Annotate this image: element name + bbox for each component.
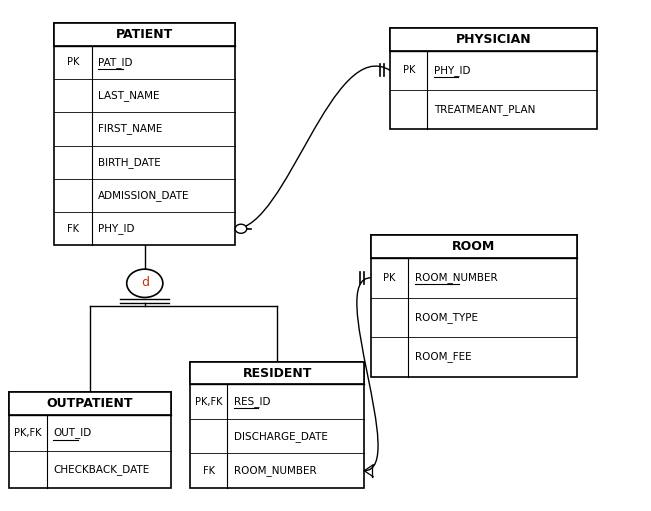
FancyBboxPatch shape (370, 235, 577, 258)
FancyBboxPatch shape (390, 28, 596, 129)
Circle shape (127, 269, 163, 297)
Text: PK: PK (383, 273, 396, 283)
Text: TREATMEANT_PLAN: TREATMEANT_PLAN (434, 104, 535, 115)
Text: PATIENT: PATIENT (116, 28, 173, 41)
Text: BIRTH_DATE: BIRTH_DATE (98, 157, 161, 168)
Text: ADMISSION_DATE: ADMISSION_DATE (98, 190, 190, 201)
Text: OUT_ID: OUT_ID (53, 428, 91, 438)
Text: PHY_ID: PHY_ID (434, 65, 471, 76)
Text: FK: FK (202, 466, 215, 476)
Text: RESIDENT: RESIDENT (242, 366, 312, 380)
FancyBboxPatch shape (55, 23, 235, 46)
FancyBboxPatch shape (370, 235, 577, 377)
Text: CHECKBACK_DATE: CHECKBACK_DATE (53, 464, 149, 475)
Text: ROOM_NUMBER: ROOM_NUMBER (234, 466, 316, 476)
Text: PHY_ID: PHY_ID (98, 223, 135, 234)
FancyBboxPatch shape (9, 392, 171, 488)
Text: PK: PK (67, 57, 79, 67)
Text: d: d (141, 276, 149, 289)
FancyBboxPatch shape (190, 362, 364, 384)
Text: FK: FK (67, 224, 79, 234)
Circle shape (235, 224, 247, 234)
FancyBboxPatch shape (190, 362, 364, 488)
Text: ROOM: ROOM (452, 240, 495, 253)
Text: DISCHARGE_DATE: DISCHARGE_DATE (234, 431, 327, 442)
Text: ROOM_NUMBER: ROOM_NUMBER (415, 272, 497, 283)
Text: ROOM_FEE: ROOM_FEE (415, 352, 471, 362)
Text: LAST_NAME: LAST_NAME (98, 90, 159, 101)
Text: PAT_ID: PAT_ID (98, 57, 133, 68)
Text: PHYSICIAN: PHYSICIAN (456, 33, 531, 46)
FancyBboxPatch shape (55, 23, 235, 245)
Text: OUTPATIENT: OUTPATIENT (47, 397, 133, 410)
Text: PK,FK: PK,FK (14, 428, 42, 438)
Text: PK: PK (402, 65, 415, 76)
FancyBboxPatch shape (9, 392, 171, 415)
Text: ROOM_TYPE: ROOM_TYPE (415, 312, 478, 323)
FancyBboxPatch shape (390, 28, 596, 51)
Text: RES_ID: RES_ID (234, 396, 270, 407)
Text: FIRST_NAME: FIRST_NAME (98, 124, 163, 134)
Text: PK,FK: PK,FK (195, 397, 223, 407)
